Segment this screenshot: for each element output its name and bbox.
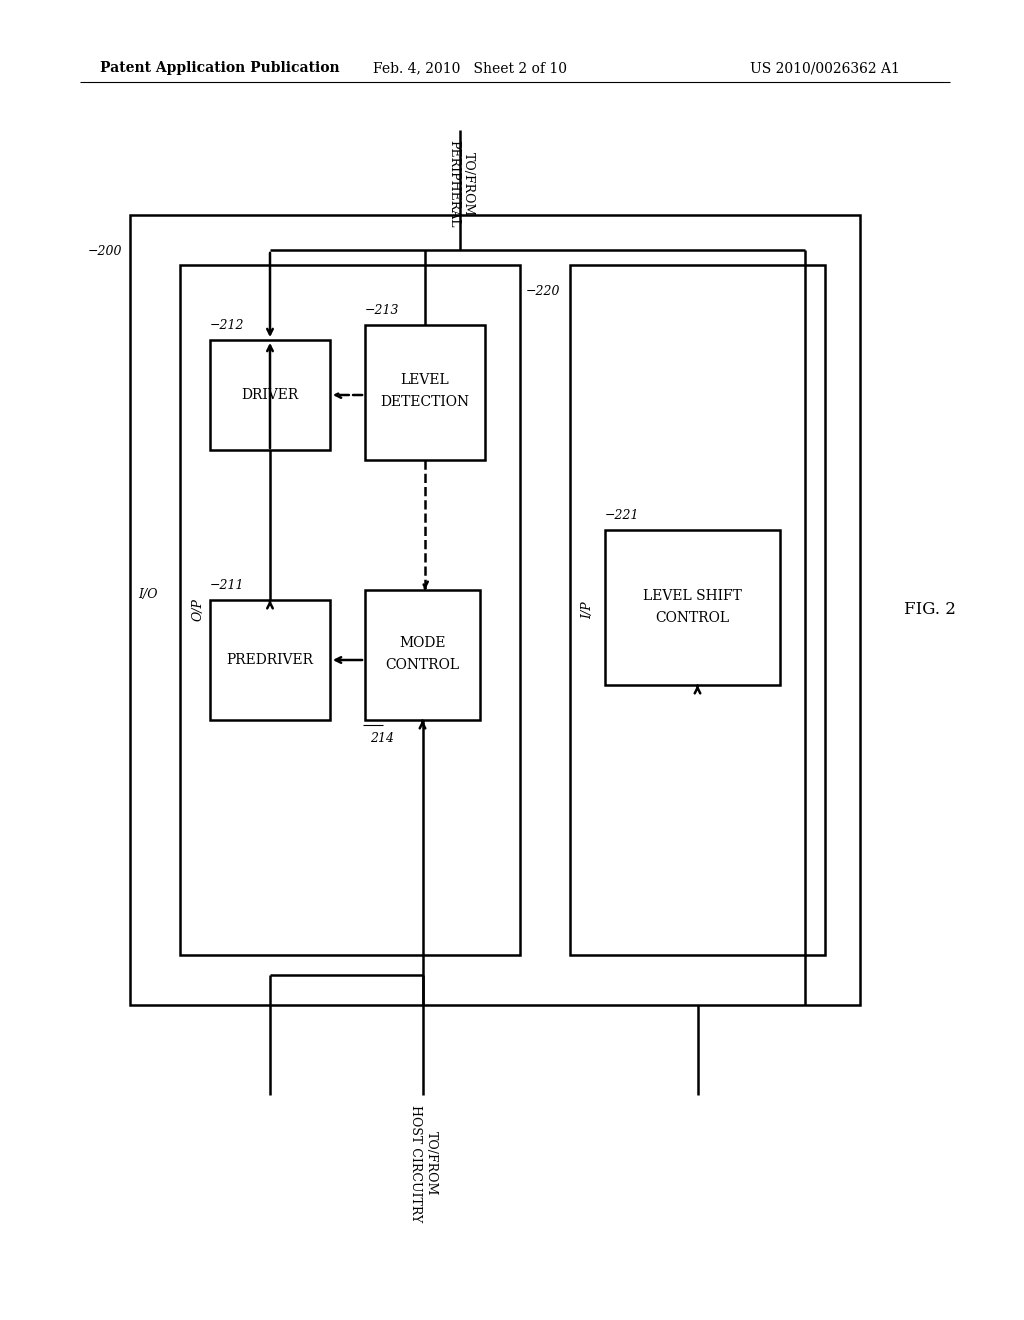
Text: CONTROL: CONTROL (385, 657, 460, 672)
Text: −200: −200 (87, 246, 122, 257)
Text: TO/FROM
PERIPHERAL: TO/FROM PERIPHERAL (447, 140, 475, 227)
Text: Patent Application Publication: Patent Application Publication (100, 61, 340, 75)
Text: O/P: O/P (191, 598, 205, 622)
Text: US 2010/0026362 A1: US 2010/0026362 A1 (751, 61, 900, 75)
Bar (210, 341, 330, 450)
Text: 214: 214 (370, 733, 394, 744)
Text: −212: −212 (210, 319, 245, 333)
Text: PREDRIVER: PREDRIVER (226, 653, 313, 667)
Text: Feb. 4, 2010   Sheet 2 of 10: Feb. 4, 2010 Sheet 2 of 10 (373, 61, 567, 75)
Text: TO/FROM
HOST CIRCUITRY: TO/FROM HOST CIRCUITRY (410, 1105, 437, 1222)
Text: LEVEL: LEVEL (400, 374, 450, 388)
Text: LEVEL SHIFT: LEVEL SHIFT (643, 589, 742, 602)
Bar (365, 590, 480, 719)
Text: −213: −213 (365, 304, 399, 317)
Text: CONTROL: CONTROL (655, 610, 729, 624)
Text: −211: −211 (210, 579, 245, 591)
Bar (180, 265, 520, 954)
Bar (365, 325, 485, 459)
Text: −221: −221 (605, 510, 640, 521)
Text: MODE: MODE (399, 636, 445, 649)
Text: DRIVER: DRIVER (242, 388, 299, 403)
Bar (605, 531, 780, 685)
Bar (130, 215, 860, 1005)
Text: DETECTION: DETECTION (381, 396, 470, 409)
Bar (210, 601, 330, 719)
Text: I/P: I/P (582, 601, 595, 619)
Text: I/O: I/O (138, 587, 158, 601)
Text: FIG. 2: FIG. 2 (904, 602, 956, 619)
Text: −220: −220 (525, 285, 560, 298)
Bar (570, 265, 825, 954)
